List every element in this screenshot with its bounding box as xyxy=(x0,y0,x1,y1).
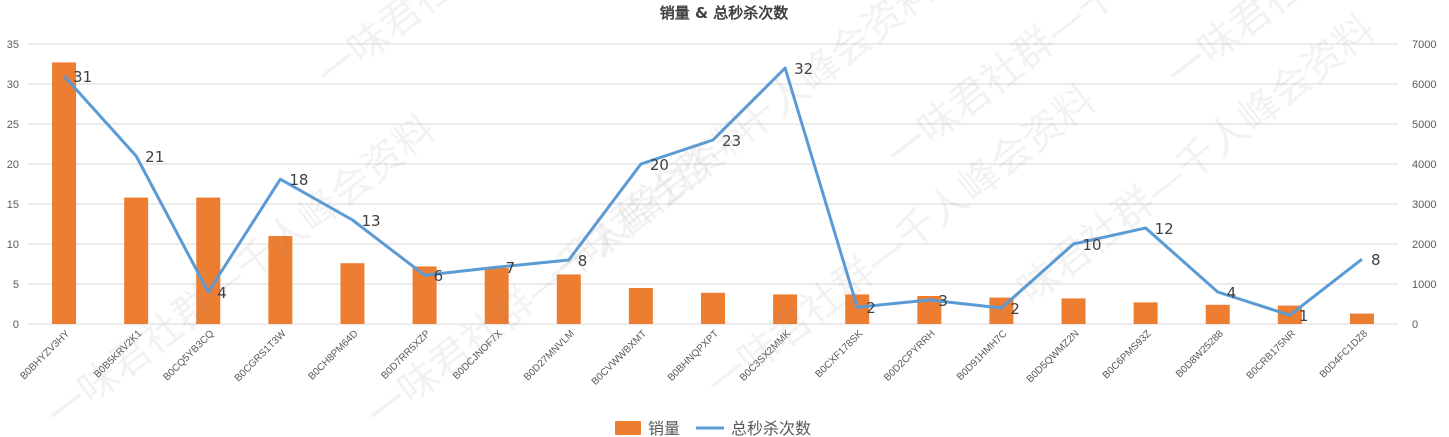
x-tick-label: B0D91HMH7C xyxy=(955,328,1010,383)
bar-B0D27MNVLM xyxy=(556,274,581,324)
x-tick-label: B0D8W25288 xyxy=(1174,328,1226,380)
y-right-tick-label: 2000 xyxy=(1412,239,1436,251)
y-right-tick-label: 5000 xyxy=(1412,119,1436,131)
x-tick-label: B0CH8PM64D xyxy=(306,328,360,382)
data-label: 23 xyxy=(722,132,741,150)
data-label: 18 xyxy=(289,171,308,189)
data-label: 2 xyxy=(1010,300,1020,318)
bar-B0DCJNOF7X xyxy=(484,268,509,324)
bar-B0CQ5YB3CQ xyxy=(196,197,221,324)
data-label: 8 xyxy=(578,252,588,270)
bar-B0D4FC1DZ8 xyxy=(1349,313,1374,324)
bar-B0BHYZV3HY xyxy=(52,62,77,325)
y-left-tick-label: 5 xyxy=(13,279,19,291)
legend-swatch-bar xyxy=(615,421,641,435)
watermark-text: 一味君社群—千人峰会资料 xyxy=(308,0,715,98)
y-left-tick-label: 15 xyxy=(7,199,19,211)
data-label: 3 xyxy=(938,292,948,310)
data-label: 4 xyxy=(1227,284,1237,302)
y-left-tick-label: 25 xyxy=(7,119,19,131)
data-label: 20 xyxy=(650,156,669,174)
x-tick-label: B0D2CPYRRH xyxy=(882,328,937,383)
bar-B0C3SX2MMK xyxy=(773,294,798,324)
bar-B0D8W25288 xyxy=(1205,304,1230,324)
legend-label-bar: 销量 xyxy=(648,419,680,437)
y-axis-left: 0 5 10 15 20 25 30 35 xyxy=(7,39,19,331)
data-label: 8 xyxy=(1371,251,1381,269)
x-tick-label: B0D27MNVLM xyxy=(522,328,577,383)
bar-B0CH8PM64D xyxy=(340,263,365,324)
line-series-flash-sales xyxy=(62,66,1363,317)
bar-B0CXF178SK xyxy=(845,294,870,324)
x-axis-categories: B0BHYZV3HY B0B5KRV2K1 B0CQ5YB3CQ B0CGRS1T3W… xyxy=(18,328,1370,388)
x-tick-label: B0D5QWMZ2N xyxy=(1025,328,1082,385)
y-right-tick-label: 0 xyxy=(1412,319,1418,331)
y-axis-right: 0 1000 2000 3000 4000 5000 6000 7000 xyxy=(1412,39,1436,331)
y-right-tick-label: 4000 xyxy=(1412,159,1436,171)
y-left-tick-label: 30 xyxy=(7,79,19,91)
x-tick-label: B0CRB175NR xyxy=(1245,328,1298,381)
bar-B0BHNQPXPT xyxy=(701,292,725,324)
gridlines xyxy=(28,43,1398,325)
y-right-tick-label: 1000 xyxy=(1412,279,1436,291)
y-left-tick-label: 0 xyxy=(13,319,19,331)
bar-B0CGRS1T3W xyxy=(268,236,293,324)
y-right-tick-label: 3000 xyxy=(1412,199,1436,211)
x-tick-label: B0D4FC1DZ8 xyxy=(1318,328,1370,380)
x-tick-label: B0CVWWBXMT xyxy=(590,328,649,387)
data-label: 32 xyxy=(794,60,813,78)
x-tick-label: B0CXF178SK xyxy=(814,328,866,380)
data-label: 31 xyxy=(73,68,92,86)
bar-B0B5KRV2K1 xyxy=(124,197,149,324)
chart-title: 销量 & 总秒杀次数 xyxy=(660,4,790,22)
x-tick-label: B0BHYZV3HY xyxy=(18,328,72,382)
y-left-tick-label: 20 xyxy=(7,159,19,171)
data-label: 10 xyxy=(1083,236,1102,254)
bar-B0D5QWMZ2N xyxy=(1061,298,1086,324)
legend-label-line: 总秒杀次数 xyxy=(731,419,811,437)
data-label: 6 xyxy=(434,267,444,285)
y-right-tick-label: 6000 xyxy=(1412,79,1436,91)
bar-B0C6PMS93Z xyxy=(1133,302,1158,324)
x-tick-label: B0CGRS1T3W xyxy=(233,328,289,384)
data-label: 12 xyxy=(1155,220,1174,238)
bar-B0CVWWBXMT xyxy=(628,288,653,324)
data-label: 4 xyxy=(217,284,227,302)
y-left-tick-label: 10 xyxy=(7,239,19,251)
data-label: 7 xyxy=(506,259,516,277)
data-label: 1 xyxy=(1299,307,1309,325)
data-label: 21 xyxy=(145,148,164,166)
y-right-tick-label: 7000 xyxy=(1412,39,1436,51)
data-label: 2 xyxy=(866,299,876,317)
x-tick-label: B0C6PMS93Z xyxy=(1101,328,1154,381)
y-left-tick-label: 35 xyxy=(7,39,19,51)
legend: 销量 总秒杀次数 xyxy=(615,419,811,437)
data-label: 13 xyxy=(361,212,380,230)
